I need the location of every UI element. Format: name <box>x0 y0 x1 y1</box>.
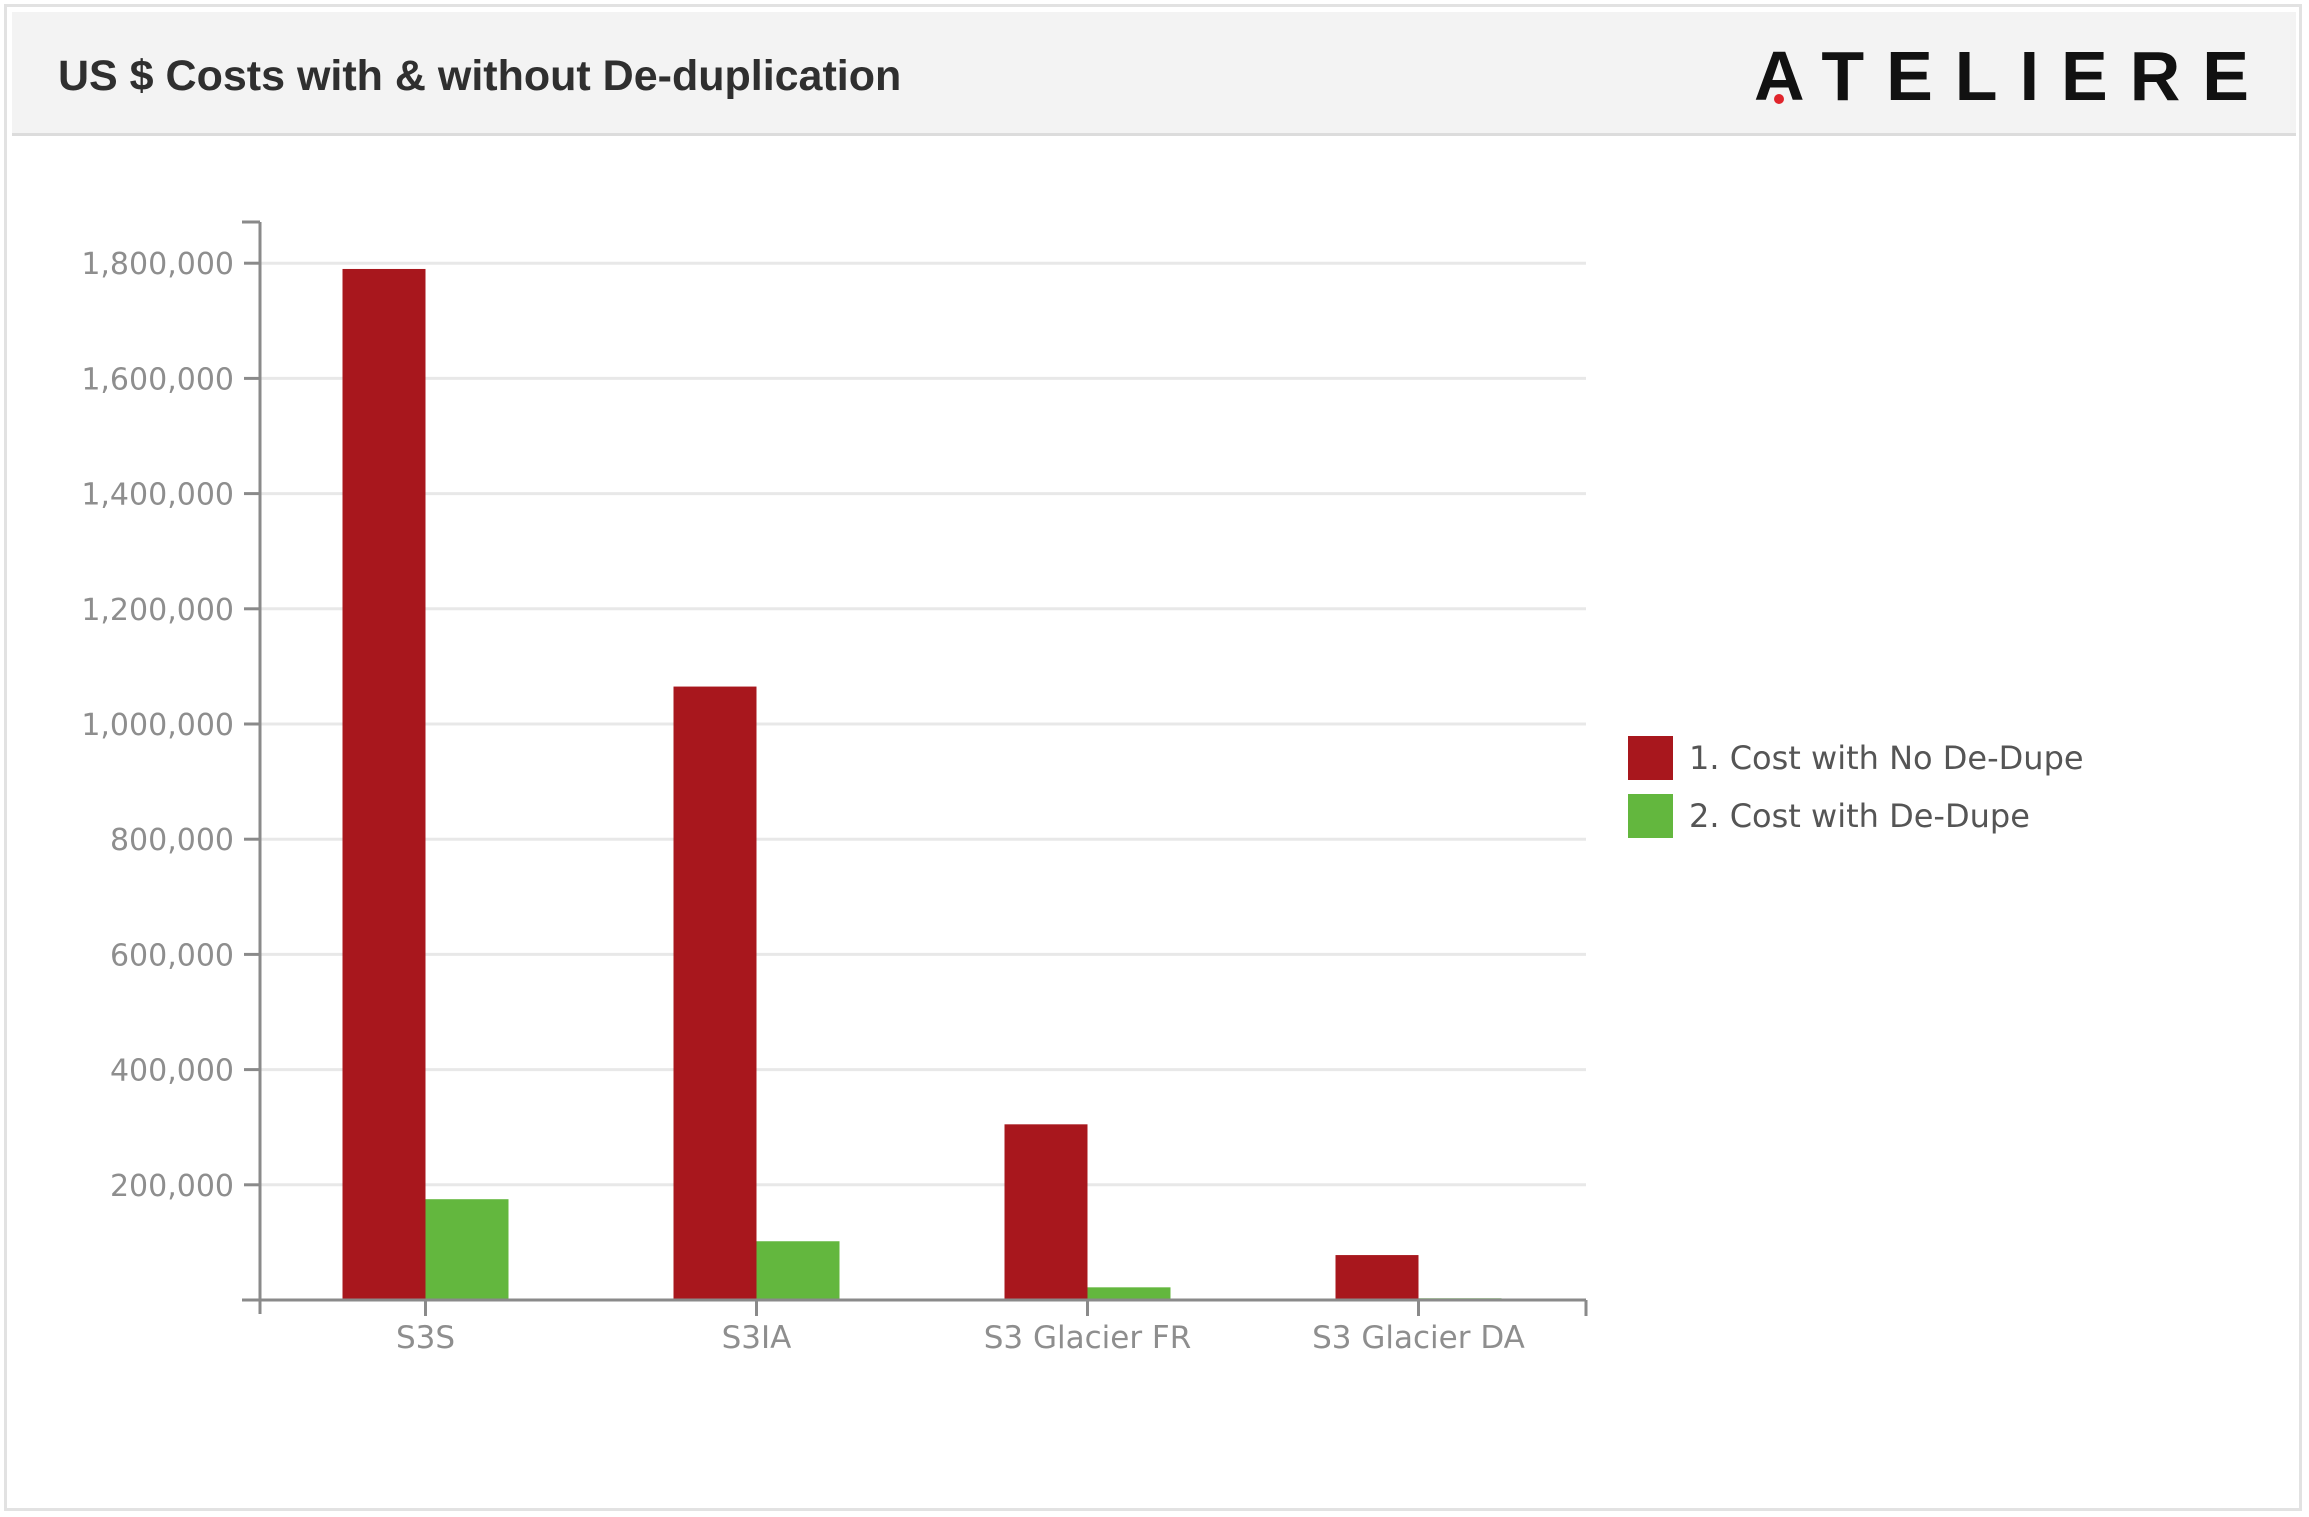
y-tick-label: 400,000 <box>110 1054 234 1089</box>
bar-s3-glacier-da-no-dedupe[interactable] <box>1335 1255 1419 1300</box>
chart-legend: 1. Cost with No De-Dupe 2. Cost with De-… <box>1628 736 2084 852</box>
bar-s3s-dedupe[interactable] <box>425 1199 509 1300</box>
y-tick-label: 1,400,000 <box>81 478 234 513</box>
axes <box>242 220 1588 1316</box>
y-tick-label: 1,800,000 <box>81 247 234 282</box>
x-tick-label: S3IA <box>722 1320 792 1356</box>
legend-swatch-no-dedupe <box>1628 736 1673 780</box>
bar-s3ia-no-dedupe[interactable] <box>673 686 757 1300</box>
chart-title: US $ Costs with & without De-duplication <box>58 52 902 100</box>
x-tick-label: S3 Glacier DA <box>1312 1320 1525 1356</box>
grid-lines <box>260 261 1586 1187</box>
legend-label-no-dedupe: 1. Cost with No De-Dupe <box>1689 739 2084 777</box>
logo-accent-dot <box>1774 94 1784 104</box>
x-tick-label: S3S <box>396 1320 455 1356</box>
y-tick-label: 1,600,000 <box>81 362 234 397</box>
y-tick-label: 1,000,000 <box>81 708 234 743</box>
chart-header: US $ Costs with & without De-duplication… <box>12 12 2296 136</box>
legend-swatch-dedupe <box>1628 794 1673 838</box>
legend-item-no-dedupe[interactable]: 1. Cost with No De-Dupe <box>1628 736 2084 780</box>
y-tick-labels: 200,000 400,000 600,000 800,000 1,000,000 1,2… <box>81 247 234 1204</box>
logo-text: ATELIERE <box>1754 37 2271 115</box>
x-tick-labels: S3S S3IA S3 Glacier FR S3 Glacier DA <box>396 1320 1525 1356</box>
y-tick-label: 600,000 <box>110 938 234 973</box>
bar-s3-glacier-fr-no-dedupe[interactable] <box>1004 1124 1088 1300</box>
bar-s3ia-dedupe[interactable] <box>756 1241 840 1300</box>
y-tick-label: 200,000 <box>110 1169 234 1204</box>
y-tick-label: 1,200,000 <box>81 593 234 628</box>
legend-item-dedupe[interactable]: 2. Cost with De-Dupe <box>1628 794 2084 838</box>
ateliere-logo: ATELIERE <box>1754 40 2249 112</box>
x-tick-label: S3 Glacier FR <box>984 1320 1192 1356</box>
y-tick-label: 800,000 <box>110 823 234 858</box>
bars <box>342 268 1502 1301</box>
bar-s3s-no-dedupe[interactable] <box>342 268 426 1301</box>
bar-s3-glacier-fr-dedupe[interactable] <box>1087 1287 1171 1300</box>
legend-label-dedupe: 2. Cost with De-Dupe <box>1689 797 2030 835</box>
